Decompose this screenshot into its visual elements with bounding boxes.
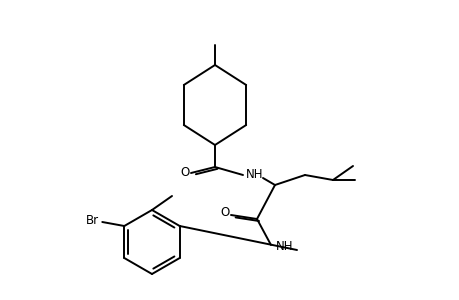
Text: O: O xyxy=(180,167,189,179)
Text: NH: NH xyxy=(276,241,293,254)
Text: Br: Br xyxy=(85,214,99,226)
Text: NH: NH xyxy=(246,169,263,182)
Text: O: O xyxy=(220,206,229,220)
